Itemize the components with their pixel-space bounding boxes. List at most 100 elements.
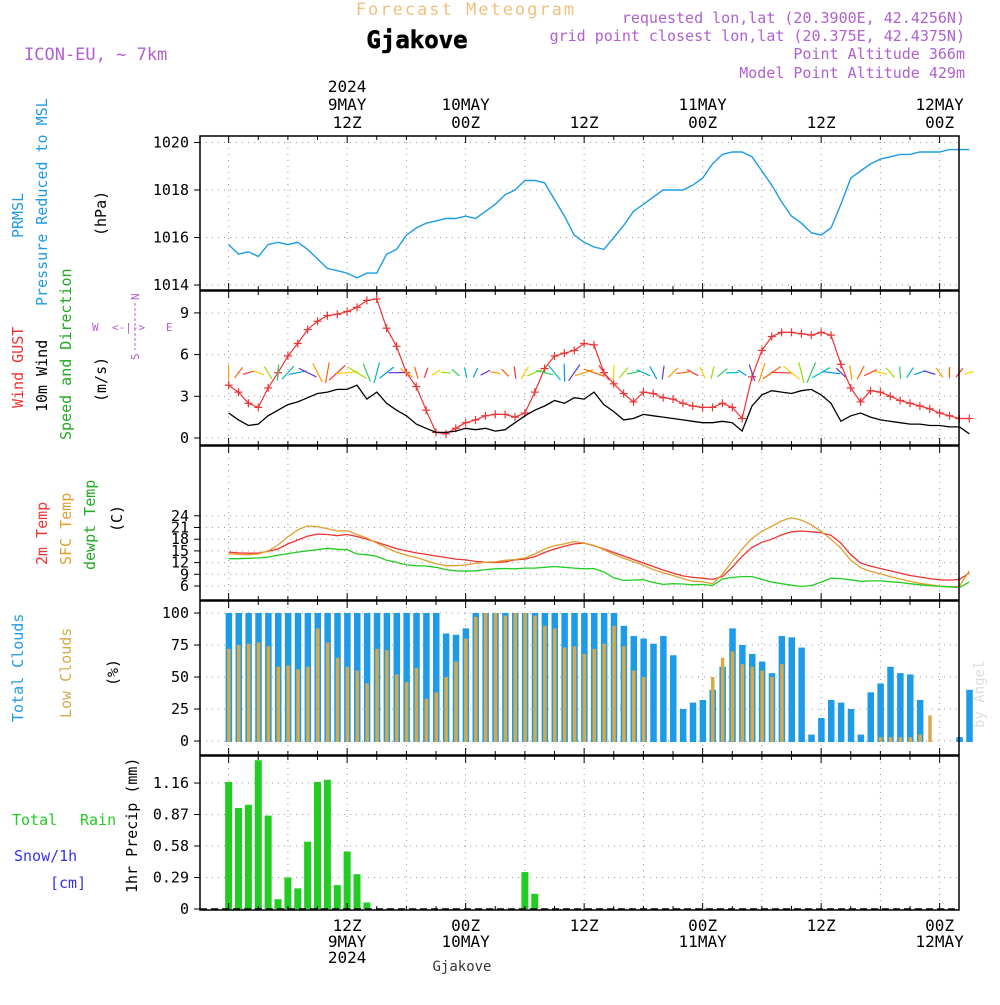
low-cloud-bar bbox=[296, 669, 300, 742]
wind-direction-arrow bbox=[424, 368, 428, 378]
total-clouds-label: Total Clouds bbox=[9, 614, 27, 722]
low-cloud-bar bbox=[632, 671, 636, 742]
y-tick-label: 6 bbox=[180, 346, 189, 364]
wind-direction-arrow bbox=[465, 367, 467, 378]
wind-direction-arrow bbox=[549, 365, 561, 380]
wind-direction-arrow bbox=[521, 366, 528, 378]
precip-labels: Total Rain Snow/1h [cm] 1hr Precip (mm) bbox=[12, 758, 141, 893]
total-cloud-bar bbox=[897, 673, 904, 742]
wind-direction-arrow bbox=[864, 370, 877, 376]
compass-e: E bbox=[166, 321, 173, 334]
rain-bar bbox=[225, 782, 232, 909]
wind-unit: (m/s) bbox=[92, 357, 110, 402]
wind-10m-label: 10m Wind bbox=[33, 340, 51, 412]
low-cloud-bar bbox=[928, 715, 932, 742]
temp-labels: 2m Temp SFC Temp dewpt Temp (C) bbox=[33, 480, 126, 570]
low-cloud-bar bbox=[326, 642, 330, 742]
low-cloud-bar bbox=[316, 628, 320, 742]
top-time-label: 00Z bbox=[688, 113, 717, 132]
top-time-label: 12Z bbox=[333, 113, 362, 132]
wind-direction-arrow bbox=[432, 370, 440, 375]
rain-bar bbox=[304, 842, 311, 909]
total-cloud-bar bbox=[868, 692, 875, 742]
wind-direction-arrow bbox=[687, 370, 698, 376]
bottom-time-label: 11MAY bbox=[679, 932, 728, 951]
low-cloud-bar bbox=[760, 671, 764, 742]
total-cloud-bar bbox=[887, 667, 894, 742]
low-cloud-bar bbox=[593, 649, 597, 742]
low-cloud-bar bbox=[889, 737, 893, 742]
low-cloud-bar bbox=[553, 628, 557, 742]
total-cloud-bar bbox=[838, 703, 845, 742]
low-cloud-bar bbox=[741, 664, 745, 742]
wind-direction-arrow bbox=[313, 363, 322, 382]
wind-direction-arrow bbox=[441, 372, 451, 373]
low-cloud-bar bbox=[267, 646, 271, 742]
panel-frame bbox=[200, 291, 959, 445]
point-altitude: Point Altitude 366m bbox=[793, 45, 965, 63]
low-cloud-bar bbox=[346, 667, 350, 742]
low-cloud-bar bbox=[543, 626, 547, 742]
low-cloud-bar bbox=[533, 616, 537, 742]
rain-bar bbox=[344, 851, 351, 909]
low-cloud-bar bbox=[523, 613, 527, 742]
temp-sfc-label: SFC Temp bbox=[57, 493, 75, 565]
wind-direction-arrow bbox=[711, 367, 714, 379]
y-tick-label: 0 bbox=[180, 900, 189, 918]
total-cloud-bar bbox=[907, 674, 914, 742]
top-time-label: 11MAY bbox=[679, 95, 728, 114]
wind-direction-arrow bbox=[799, 362, 804, 383]
prmsl-label: PRMSL bbox=[9, 193, 27, 238]
rain-bar bbox=[334, 885, 341, 909]
pressure-line bbox=[229, 150, 970, 278]
wind-direction-arrow bbox=[924, 371, 935, 374]
total-cloud-bar bbox=[680, 709, 687, 742]
wind-direction-arrow bbox=[850, 366, 852, 380]
rain-bar bbox=[294, 888, 301, 909]
temp-2m-line bbox=[229, 531, 970, 580]
model-label: ICON-EU, ~ 7km bbox=[24, 45, 167, 65]
low-cloud-bar bbox=[454, 662, 458, 742]
wind-direction-arrow bbox=[264, 367, 272, 379]
wind-direction-arrow bbox=[299, 368, 317, 377]
low-cloud-bar bbox=[642, 677, 646, 742]
precip-total-label: Total bbox=[12, 811, 57, 829]
low-cloud-bar bbox=[583, 654, 587, 742]
y-tick-label: 0.29 bbox=[153, 869, 189, 887]
wind-gust-label: Wind GUST bbox=[9, 327, 27, 408]
compass-n: N bbox=[129, 293, 142, 300]
rain-bar bbox=[265, 816, 272, 909]
wind-direction-arrow bbox=[564, 364, 565, 382]
low-cloud-bar bbox=[484, 613, 488, 742]
low-cloud-bar bbox=[336, 658, 340, 742]
total-cloud-bar bbox=[828, 700, 835, 742]
grid-point-coords: grid point closest lon,lat (20.375E, 42.… bbox=[550, 27, 965, 45]
top-time-label: 12Z bbox=[807, 113, 836, 132]
compass-s: S bbox=[129, 353, 142, 360]
low-cloud-bar bbox=[474, 617, 478, 742]
precip-ylabel: 1hr Precip (mm) bbox=[123, 758, 141, 893]
wind-direction-arrow bbox=[874, 371, 887, 374]
low-cloud-bar bbox=[731, 651, 735, 742]
wind-direction-arrow bbox=[619, 368, 627, 378]
y-tick-label: 100 bbox=[162, 604, 189, 622]
grid-layer bbox=[200, 136, 959, 910]
bottom-time-label: 2024 bbox=[328, 948, 367, 967]
low-cloud-bar bbox=[721, 658, 725, 742]
precip-cm-label: [cm] bbox=[50, 874, 86, 892]
wind-direction-arrow bbox=[857, 366, 864, 379]
compass-arrow: <-|-> bbox=[112, 321, 145, 334]
pressure-unit: (hPa) bbox=[92, 191, 110, 236]
wind-direction-arrow bbox=[822, 372, 840, 374]
rain-bar bbox=[363, 902, 370, 909]
low-cloud-bar bbox=[879, 737, 883, 742]
low-cloud-bar bbox=[365, 683, 369, 742]
low-cloud-bar bbox=[612, 626, 616, 742]
y-tick-label: 25 bbox=[171, 700, 189, 718]
wind-direction-arrow bbox=[914, 371, 925, 375]
wind-direction-label: Speed and Direction bbox=[57, 268, 75, 440]
frame-layer bbox=[200, 136, 959, 910]
wind-direction-arrow bbox=[326, 362, 330, 383]
panel-frame bbox=[200, 601, 959, 755]
